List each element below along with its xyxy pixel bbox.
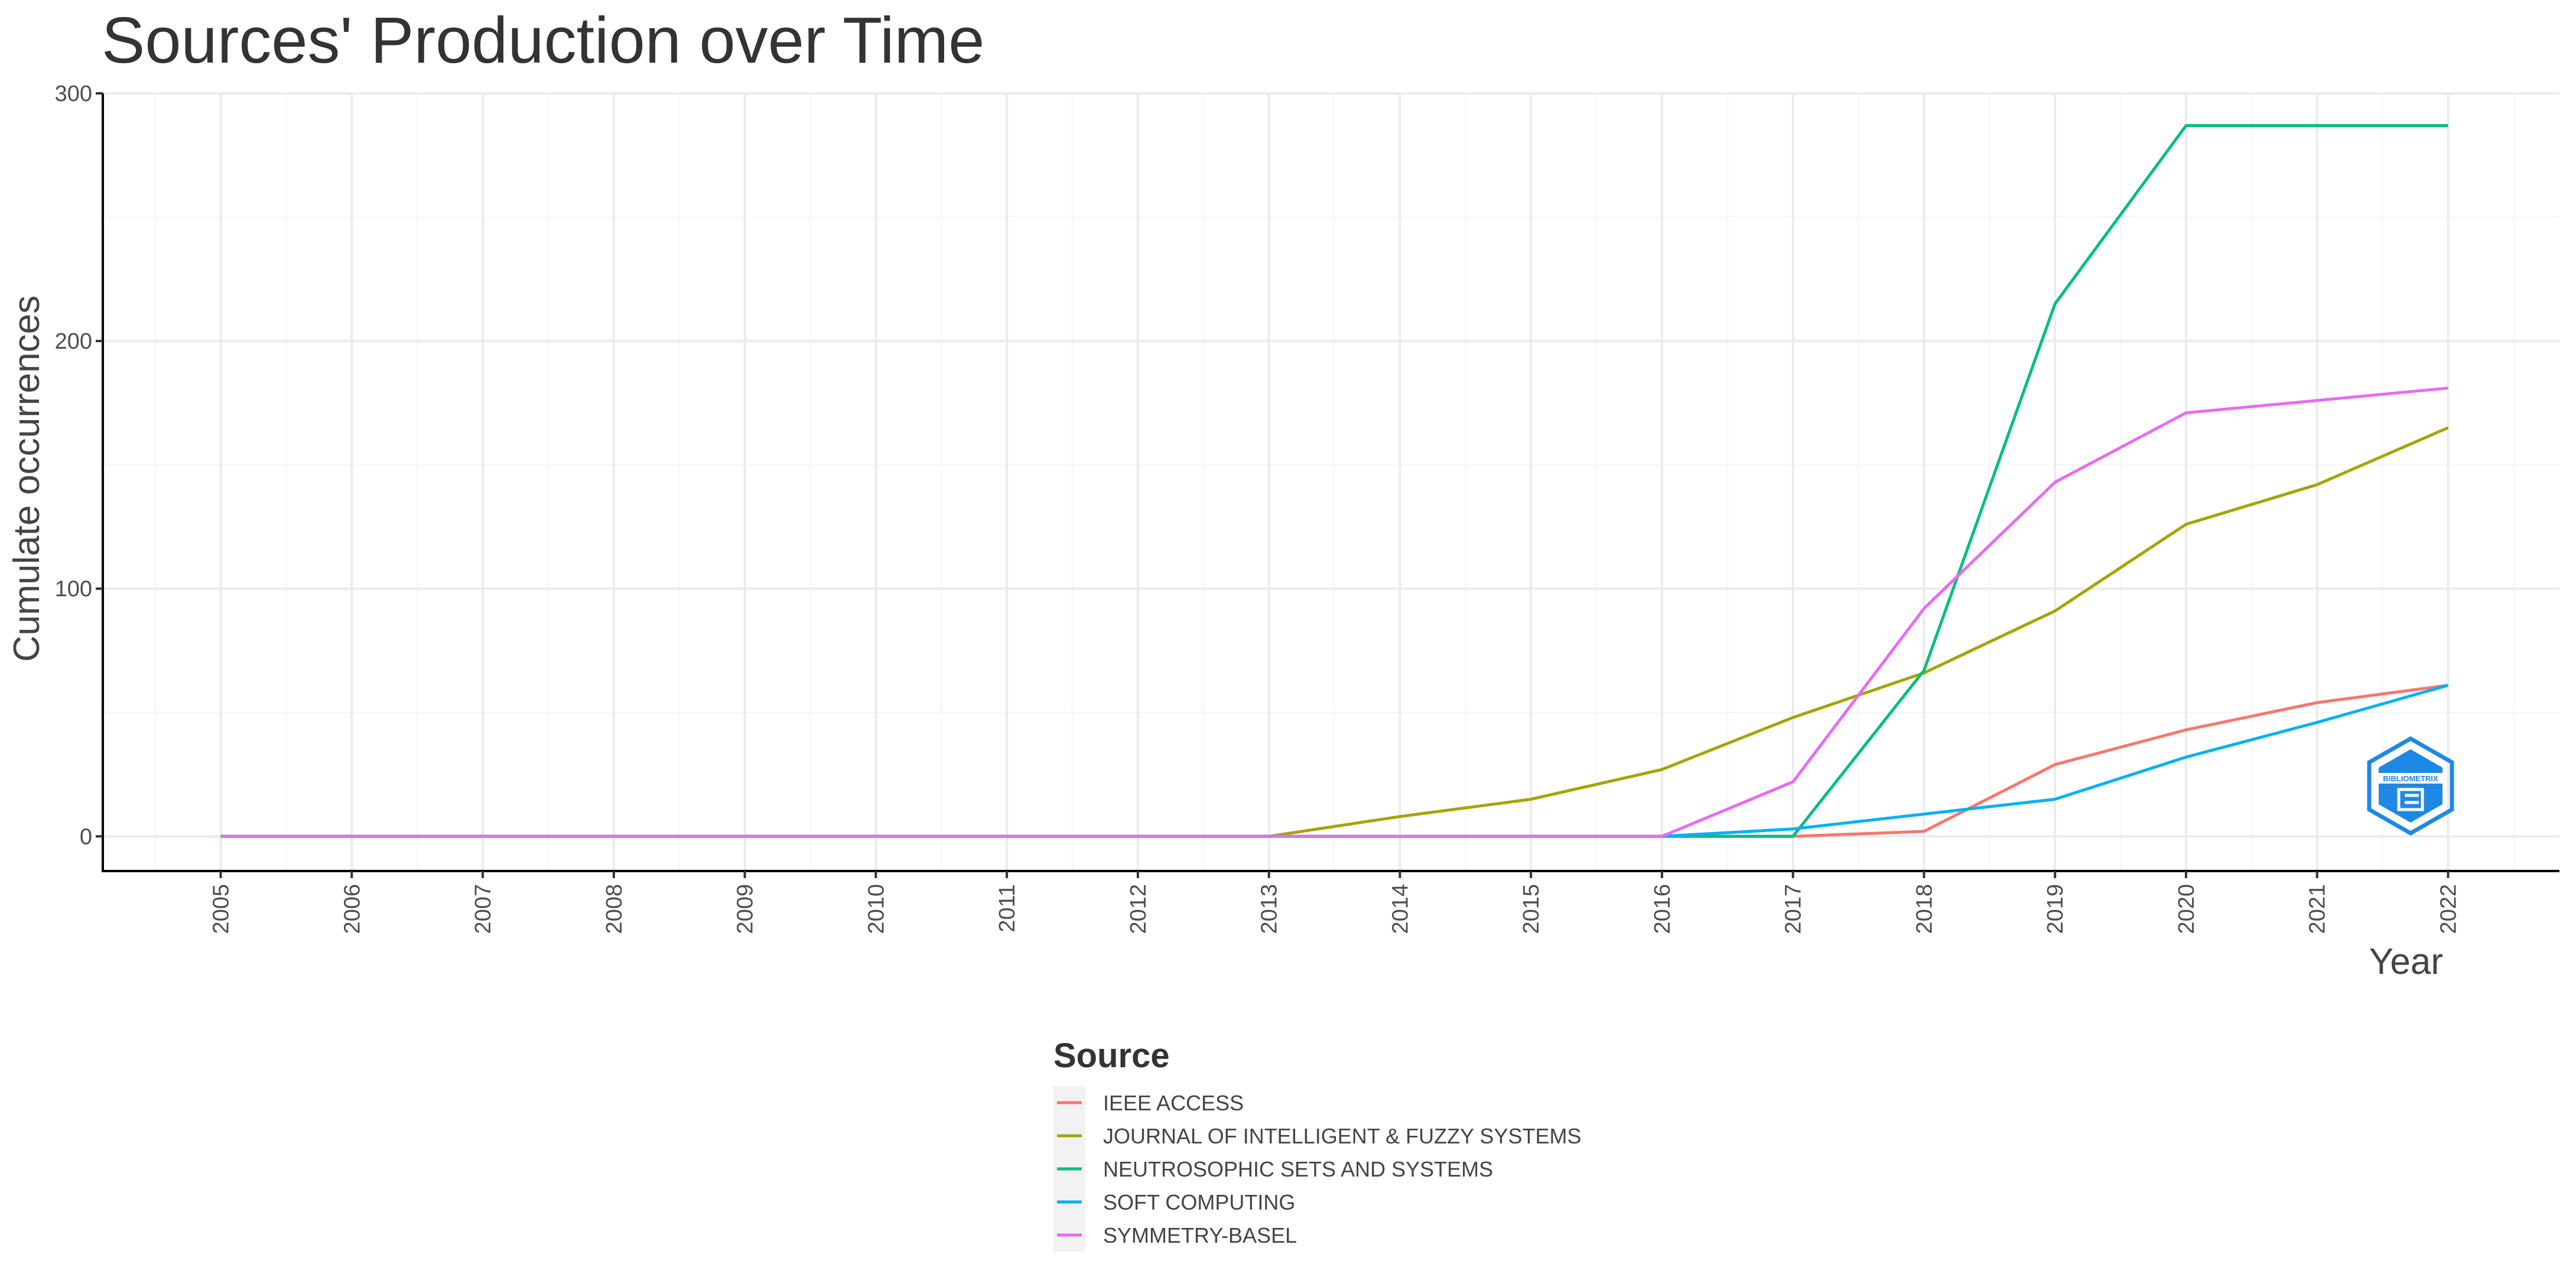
y-axis-title: Cumulate occurrences — [6, 295, 47, 662]
legend: Source IEEE ACCESS JOURNAL OF INTELLIGENT… — [1053, 1036, 1581, 1252]
bibliometrix-logo-icon: BIBLIOMETRIX — [2367, 736, 2454, 836]
x-tick-label: 2015 — [1519, 884, 1544, 934]
legend-label: SYMMETRY-BASEL — [1103, 1223, 1297, 1247]
series-line-symmetry-basel — [220, 386, 2448, 838]
x-tick-label: 2021 — [2305, 884, 2330, 934]
grid-layer — [103, 92, 2559, 871]
legend-label: JOURNAL OF INTELLIGENT & FUZZY SYSTEMS — [1103, 1124, 1581, 1148]
legend-label: IEEE ACCESS — [1103, 1091, 1244, 1115]
x-tick-label: 2018 — [1912, 884, 1937, 934]
x-tick-label: 2009 — [733, 884, 758, 934]
x-tick-label: 2016 — [1650, 884, 1675, 934]
y-tick-label: 200 — [55, 329, 92, 354]
y-tick-label: 0 — [80, 824, 92, 849]
series-layer — [220, 124, 2449, 838]
x-tick-label: 2008 — [602, 884, 627, 934]
legend-title: Source — [1053, 1036, 1170, 1075]
legend-label: SOFT COMPUTING — [1103, 1190, 1295, 1214]
x-tick-label: 2006 — [340, 884, 365, 934]
logo-text: BIBLIOMETRIX — [2383, 774, 2438, 783]
chart-title: Sources' Production over Time — [102, 4, 984, 77]
x-tick-label: 2017 — [1781, 884, 1806, 934]
x-tick-label: 2011 — [995, 884, 1020, 932]
x-tick-label: 2014 — [1388, 884, 1413, 934]
axis-lines — [102, 93, 2559, 872]
x-tick-label: 2019 — [2043, 884, 2068, 934]
x-tick-label: 2012 — [1126, 884, 1151, 934]
y-tick-label: 300 — [55, 82, 92, 106]
legend-label: NEUTROSOPHIC SETS AND SYSTEMS — [1103, 1157, 1493, 1181]
x-tick-label: 2005 — [209, 884, 234, 934]
x-tick-label: 2013 — [1257, 884, 1282, 934]
y-tick-label: 100 — [55, 577, 92, 602]
x-tick-label: 2007 — [471, 884, 496, 934]
x-tick-label: 2022 — [2437, 884, 2461, 934]
x-tick-label: 2010 — [864, 884, 889, 934]
x-tick-label: 2020 — [2174, 884, 2199, 934]
x-axis-title: Year — [2369, 941, 2443, 982]
axes-layer: 0 100 200 300 2005 2006 2007 2008 2009 2010 2011 20… — [55, 82, 2559, 934]
